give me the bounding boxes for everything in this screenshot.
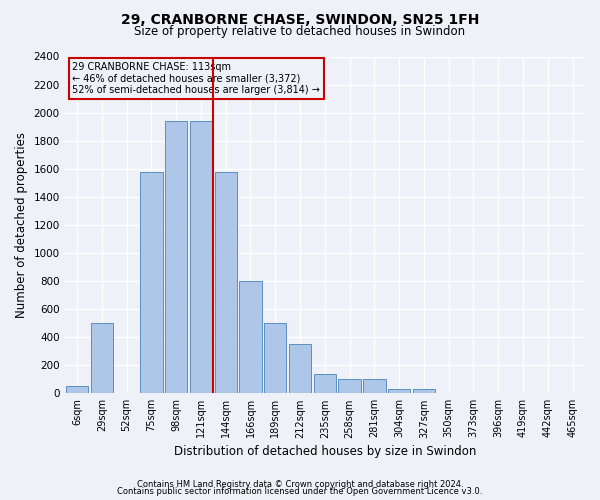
Bar (314, 374, 336, 394)
Text: Contains public sector information licensed under the Open Government Licence v3: Contains public sector information licen… (118, 488, 482, 496)
Bar (66, 386, 88, 394)
Bar (338, 380, 361, 394)
Bar (215, 172, 237, 394)
Text: 29 CRANBORNE CHASE: 113sqm
← 46% of detached houses are smaller (3,372)
52% of s: 29 CRANBORNE CHASE: 113sqm ← 46% of deta… (73, 62, 320, 95)
X-axis label: Distribution of detached houses by size in Swindon: Distribution of detached houses by size … (173, 444, 476, 458)
Bar (190, 121, 212, 394)
Bar (239, 281, 262, 394)
Bar (91, 323, 113, 394)
Bar (140, 172, 163, 394)
Bar (264, 323, 286, 394)
Bar (388, 389, 410, 394)
Bar (413, 389, 435, 394)
Text: Size of property relative to detached houses in Swindon: Size of property relative to detached ho… (134, 25, 466, 38)
Y-axis label: Number of detached properties: Number of detached properties (15, 132, 28, 318)
Bar (363, 380, 386, 394)
Text: Contains HM Land Registry data © Crown copyright and database right 2024.: Contains HM Land Registry data © Crown c… (137, 480, 463, 489)
Bar (165, 121, 187, 394)
Bar (289, 344, 311, 394)
Text: 29, CRANBORNE CHASE, SWINDON, SN25 1FH: 29, CRANBORNE CHASE, SWINDON, SN25 1FH (121, 12, 479, 26)
